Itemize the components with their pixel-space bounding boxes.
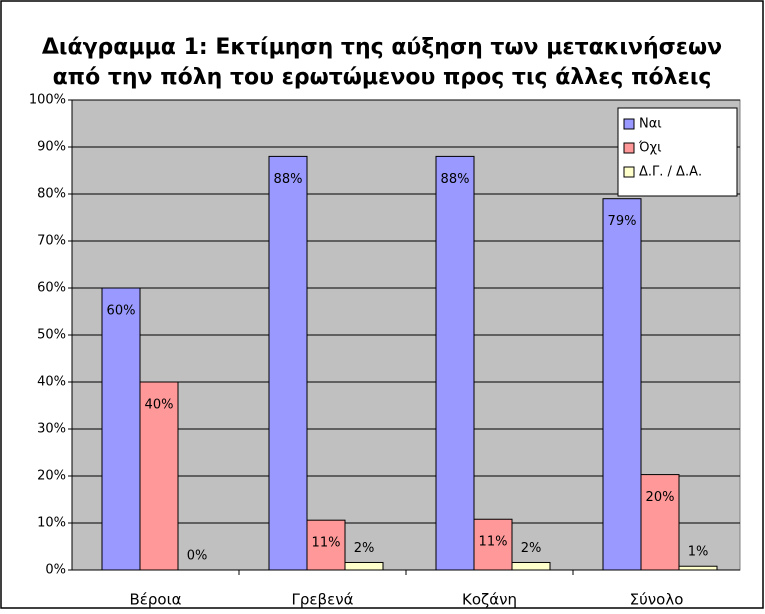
data-label: 88%: [274, 172, 303, 187]
y-tick-label: 0%: [45, 563, 66, 578]
chart-title: Διάγραμμα 1: Εκτίμηση της αύξηση των μετ…: [42, 35, 722, 60]
y-tick-label: 30%: [37, 422, 66, 437]
bar: [640, 474, 680, 571]
legend-label: Ναι: [639, 117, 662, 132]
data-label: 88%: [441, 172, 470, 187]
y-tick-label: 40%: [37, 375, 66, 390]
bar: [101, 287, 141, 571]
bar: [268, 155, 308, 571]
bar: [511, 561, 551, 571]
data-label: 11%: [312, 536, 341, 551]
y-tick-label: 10%: [37, 516, 66, 531]
bar: [473, 518, 513, 571]
bar: [678, 565, 718, 571]
bar: [306, 519, 346, 571]
y-tick-label: 50%: [37, 328, 66, 343]
legend-swatch: [623, 142, 635, 154]
data-label: 60%: [107, 304, 136, 319]
y-tick-label: 100%: [29, 93, 66, 108]
legend-label: Δ.Γ. / Δ.Α.: [639, 165, 702, 180]
data-label: 2%: [354, 541, 375, 556]
data-label: 2%: [521, 541, 542, 556]
bar: [139, 381, 179, 571]
legend-box: [617, 107, 738, 197]
x-tick-label: Βέροια: [129, 591, 181, 609]
chart-subtitle: από την πόλη του ερωτώμενου προς τις άλλ…: [53, 65, 712, 90]
y-tick-label: 70%: [37, 234, 66, 249]
data-label: 79%: [608, 214, 637, 229]
y-tick-label: 80%: [37, 187, 66, 202]
data-label: 1%: [688, 545, 709, 560]
legend-label: Όχι: [638, 141, 661, 156]
bar: [344, 561, 384, 571]
x-tick-label: Σύνολο: [630, 591, 684, 609]
x-tick-label: Γρεβενά: [292, 591, 354, 609]
bar: [435, 155, 475, 571]
legend-swatch: [623, 166, 635, 178]
data-label: 40%: [145, 398, 174, 413]
y-tick-label: 90%: [37, 140, 66, 155]
x-tick-label: Κοζάνη: [462, 591, 517, 609]
y-tick-label: 60%: [37, 281, 66, 296]
data-label: 11%: [479, 535, 508, 550]
data-label: 0%: [187, 549, 208, 564]
y-tick-label: 20%: [37, 469, 66, 484]
data-label: 20%: [646, 490, 675, 505]
legend-swatch: [623, 118, 635, 130]
bar: [602, 198, 642, 571]
